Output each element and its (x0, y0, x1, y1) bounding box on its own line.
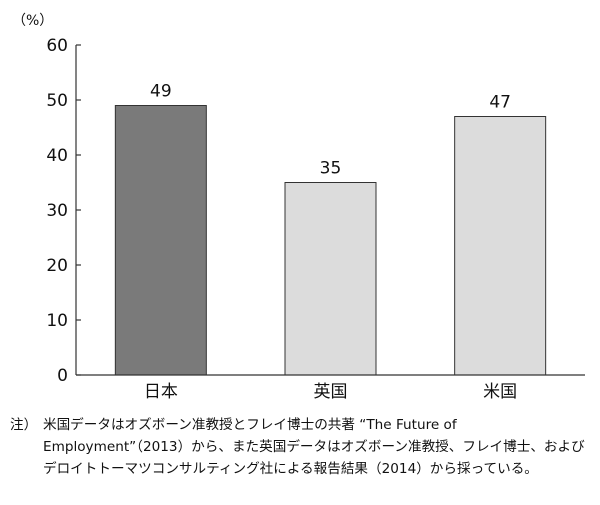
x-tick-label: 日本 (144, 382, 178, 402)
y-tick-label: 60 (46, 36, 68, 56)
y-tick-label: 10 (46, 311, 68, 331)
y-tick-label: 0 (57, 366, 68, 386)
x-axis: 日本 英国 米国 (76, 374, 585, 402)
data-labels: 49 35 47 (150, 82, 511, 179)
bars (114, 105, 547, 376)
x-tick-label: 英国 (314, 382, 348, 402)
footnote-text: 米国データはオズボーン准教授とフレイ博士の共著 “The Future of E… (43, 417, 585, 477)
y-axis: 0 10 20 30 40 50 60 (46, 36, 81, 386)
data-label: 47 (489, 93, 511, 113)
footnote: 注） 米国データはオズボーン准教授とフレイ博士の共著 “The Future o… (10, 414, 594, 480)
y-tick-label: 50 (46, 91, 68, 111)
y-tick-label: 40 (46, 146, 68, 166)
data-label: 35 (320, 159, 342, 179)
x-tick-label: 米国 (483, 382, 517, 402)
data-label: 49 (150, 82, 172, 102)
bar (454, 116, 547, 376)
bar-chart: （%） 0 10 20 30 40 50 60 49 35 47 日本 英国 米国 (12, 13, 585, 402)
y-tick-label: 30 (46, 201, 68, 221)
bar (284, 182, 377, 376)
y-tick-label: 20 (46, 256, 68, 276)
footnote-prefix: 注） (10, 417, 38, 433)
y-axis-unit-label: （%） (12, 13, 53, 29)
bar (114, 105, 207, 376)
